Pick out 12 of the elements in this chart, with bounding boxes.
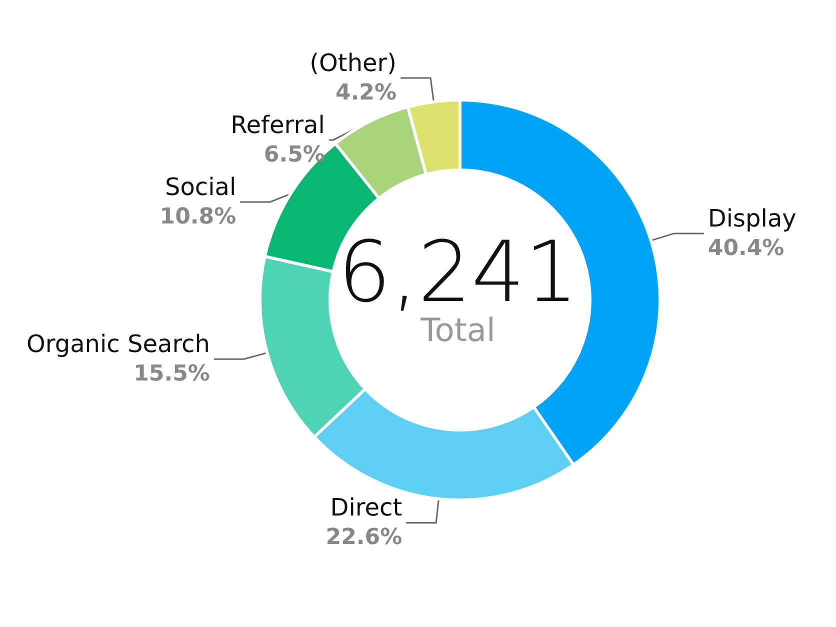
- data-label: 22.6%: [326, 525, 402, 550]
- slice-label: Referral: [230, 110, 325, 139]
- data-label: 6.5%: [264, 142, 325, 168]
- slice-label: Direct: [330, 494, 402, 522]
- slice-label: Display: [708, 204, 796, 232]
- data-label: 4.2%: [336, 80, 397, 106]
- slice-label: Social: [164, 172, 236, 201]
- slice-label: (Other): [310, 48, 397, 77]
- data-label: 40.4%: [708, 236, 784, 261]
- data-label: 10.8%: [160, 204, 236, 230]
- data-label: 15.5%: [134, 362, 210, 387]
- slice-label: Organic Search: [26, 330, 210, 358]
